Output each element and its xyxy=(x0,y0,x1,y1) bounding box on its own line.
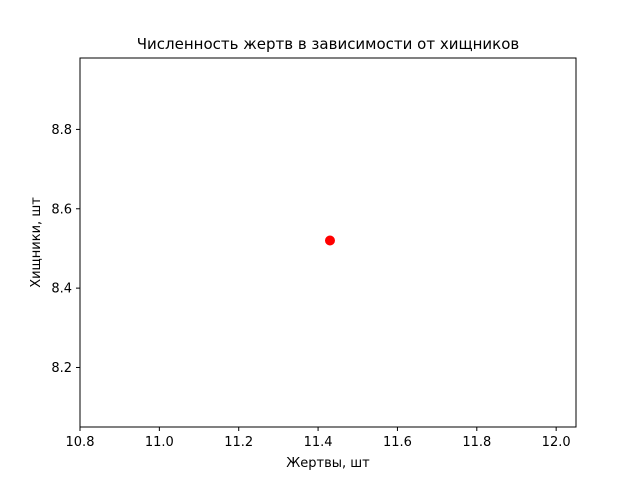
y-axis-ticks: 8.2 8.4 8.6 8.8 xyxy=(51,123,80,376)
x-tick-label: 11.2 xyxy=(224,435,253,450)
y-tick-label: 8.6 xyxy=(51,202,72,217)
x-tick-label: 11.0 xyxy=(145,435,174,450)
chart-title: Численность жертв в зависимости от хищни… xyxy=(137,35,520,53)
x-tick-label: 12.0 xyxy=(542,435,571,450)
data-point xyxy=(324,235,335,246)
y-axis-label: Хищники, шт xyxy=(29,197,44,288)
y-tick-label: 8.8 xyxy=(51,123,72,138)
x-tick-label: 11.6 xyxy=(383,435,412,450)
x-tick-label: 11.4 xyxy=(304,435,333,450)
x-axis-label: Жертвы, шт xyxy=(286,456,370,471)
y-tick-label: 8.2 xyxy=(51,361,72,376)
scatter-points xyxy=(324,235,335,246)
y-tick-label: 8.4 xyxy=(51,282,72,297)
x-axis-ticks: 10.8 11.0 11.2 11.4 11.6 11.8 12.0 xyxy=(66,427,571,450)
x-tick-label: 11.8 xyxy=(462,435,491,450)
x-tick-label: 10.8 xyxy=(66,435,95,450)
